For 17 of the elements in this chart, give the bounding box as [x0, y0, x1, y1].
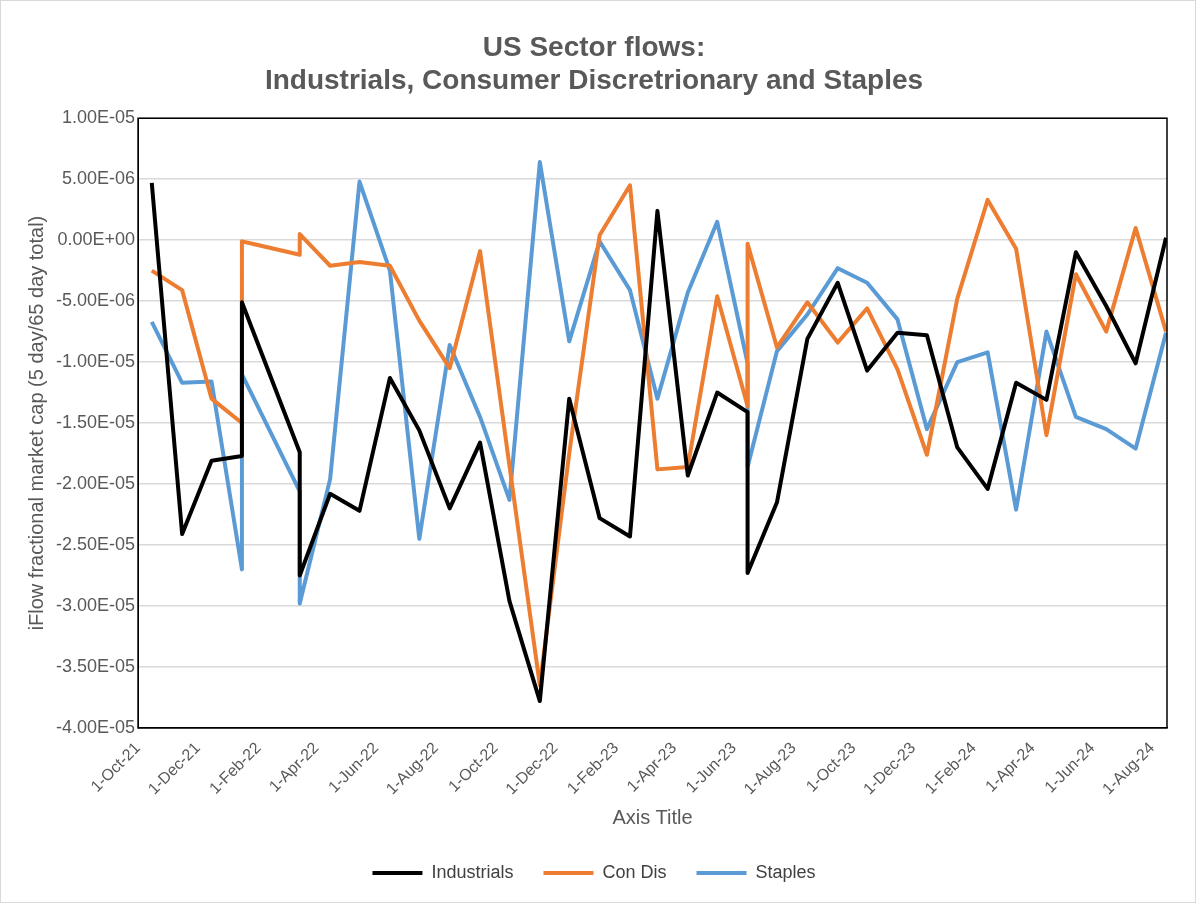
- y-tick-label: -4.00E-05: [55, 716, 136, 737]
- y-tick-label: -2.50E-05: [55, 533, 136, 554]
- x-axis-title: Axis Title: [612, 805, 693, 828]
- legend-label: Industrials: [431, 861, 514, 882]
- y-tick-label: -5.00E-06: [55, 290, 136, 311]
- y-tick-label: 0.00E+00: [57, 229, 136, 250]
- y-tick-label: -3.00E-05: [55, 594, 136, 615]
- y-tick-label: 5.00E-06: [61, 168, 136, 189]
- y-tick-label: -1.00E-05: [55, 351, 136, 372]
- y-tick-label: 1.00E-05: [61, 107, 136, 128]
- legend-label: Staples: [755, 861, 816, 882]
- y-tick-label: -3.50E-05: [55, 655, 136, 676]
- chart-title: US Sector flows: Industrials, Consumer Discretrionary and Staples: [264, 30, 924, 96]
- y-axis-title: iFlow fractional market cap (5 day/65 day total): [24, 215, 47, 631]
- y-tick-label: -1.50E-05: [55, 412, 136, 433]
- y-tick-label: -2.00E-05: [55, 472, 136, 493]
- legend-label: Con Dis: [602, 861, 667, 882]
